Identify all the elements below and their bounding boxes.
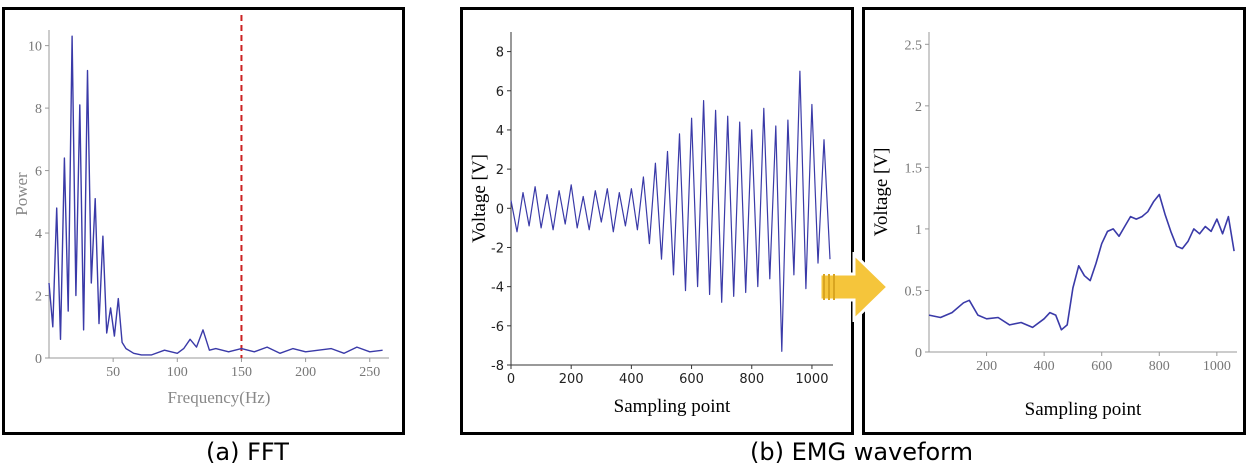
raw-emg-chart: 0 200 400 600 800 1000 -8 -6 -4 -2 0 2 4 6 8 Sampling p… <box>469 32 833 417</box>
y-tick-label: 10 <box>28 40 42 55</box>
x-tick-label: 250 <box>359 365 380 380</box>
x-axis-label: Sampling point <box>614 396 731 417</box>
y-tick-label: 0 <box>496 202 504 217</box>
x-tick-label: 150 <box>231 365 252 380</box>
y-tick-label: 1 <box>915 223 922 238</box>
y-tick-label: -6 <box>491 320 504 335</box>
x-tick-label: 600 <box>679 372 704 387</box>
x-axis-label: Frequency(Hz) <box>168 388 271 407</box>
y-tick-label: 1.5 <box>905 161 923 176</box>
x-tick-label: 200 <box>976 359 997 374</box>
x-tick-label: 400 <box>1034 359 1055 374</box>
series-line <box>928 193 1235 331</box>
x-tick-label: 100 <box>167 365 188 380</box>
y-tick-label: 4 <box>496 124 504 139</box>
envelope-emg-chart-panel: 200 400 600 800 1000 0 0.5 1 1.5 2 2.5 Sampling poi… <box>862 7 1246 435</box>
envelope-emg-chart: 200 400 600 800 1000 0 0.5 1 1.5 2 2.5 Sampling poi… <box>871 32 1237 420</box>
y-tick-label: 6 <box>496 85 504 100</box>
x-tick-label: 200 <box>559 372 584 387</box>
series-line <box>48 35 383 356</box>
y-tick-label: 8 <box>496 46 504 61</box>
y-tick-label: 0 <box>915 346 922 361</box>
x-tick-label: 600 <box>1091 359 1112 374</box>
y-tick-label: 2.5 <box>905 38 923 53</box>
y-tick-label: 8 <box>35 102 42 117</box>
x-tick-label: 800 <box>739 372 764 387</box>
x-axis-label: Sampling point <box>1025 399 1142 420</box>
y-tick-label: -4 <box>491 281 504 296</box>
fft-chart: 50 100 150 200 250 0 2 4 6 8 10 Frequency(Hz) Power <box>12 15 389 407</box>
right-arrow-icon <box>818 252 890 322</box>
y-axis-label: Voltage [V] <box>871 148 892 237</box>
y-tick-label: 2 <box>35 290 42 305</box>
x-tick-label: 50 <box>106 365 120 380</box>
y-tick-label: 4 <box>35 227 42 242</box>
x-tick-label: 200 <box>295 365 316 380</box>
arrow-shape <box>818 252 890 322</box>
y-tick-label: 2 <box>915 100 922 115</box>
y-axis-label: Voltage [V] <box>469 154 490 243</box>
series-line <box>510 70 831 352</box>
x-tick-label: 800 <box>1149 359 1170 374</box>
x-tick-label: 1000 <box>1203 359 1231 374</box>
x-tick-label: 400 <box>619 372 644 387</box>
y-tick-label: 6 <box>35 165 42 180</box>
y-tick-label: 0.5 <box>905 284 923 299</box>
caption-fft: (a) FFT <box>206 438 289 466</box>
y-tick-label: 0 <box>35 352 42 367</box>
y-tick-label: 2 <box>496 163 504 178</box>
y-tick-label: -2 <box>491 241 504 256</box>
caption-emg: (b) EMG waveform <box>750 438 973 466</box>
x-tick-label: 0 <box>507 372 515 387</box>
raw-emg-chart-panel: 0 200 400 600 800 1000 -8 -6 -4 -2 0 2 4 6 8 Sampling p… <box>460 7 854 435</box>
y-tick-label: -8 <box>491 359 504 374</box>
y-axis-label: Power <box>12 172 31 216</box>
x-tick-label: 1000 <box>795 372 828 387</box>
fft-chart-panel: 50 100 150 200 250 0 2 4 6 8 10 Frequency(Hz) Power <box>2 7 405 435</box>
